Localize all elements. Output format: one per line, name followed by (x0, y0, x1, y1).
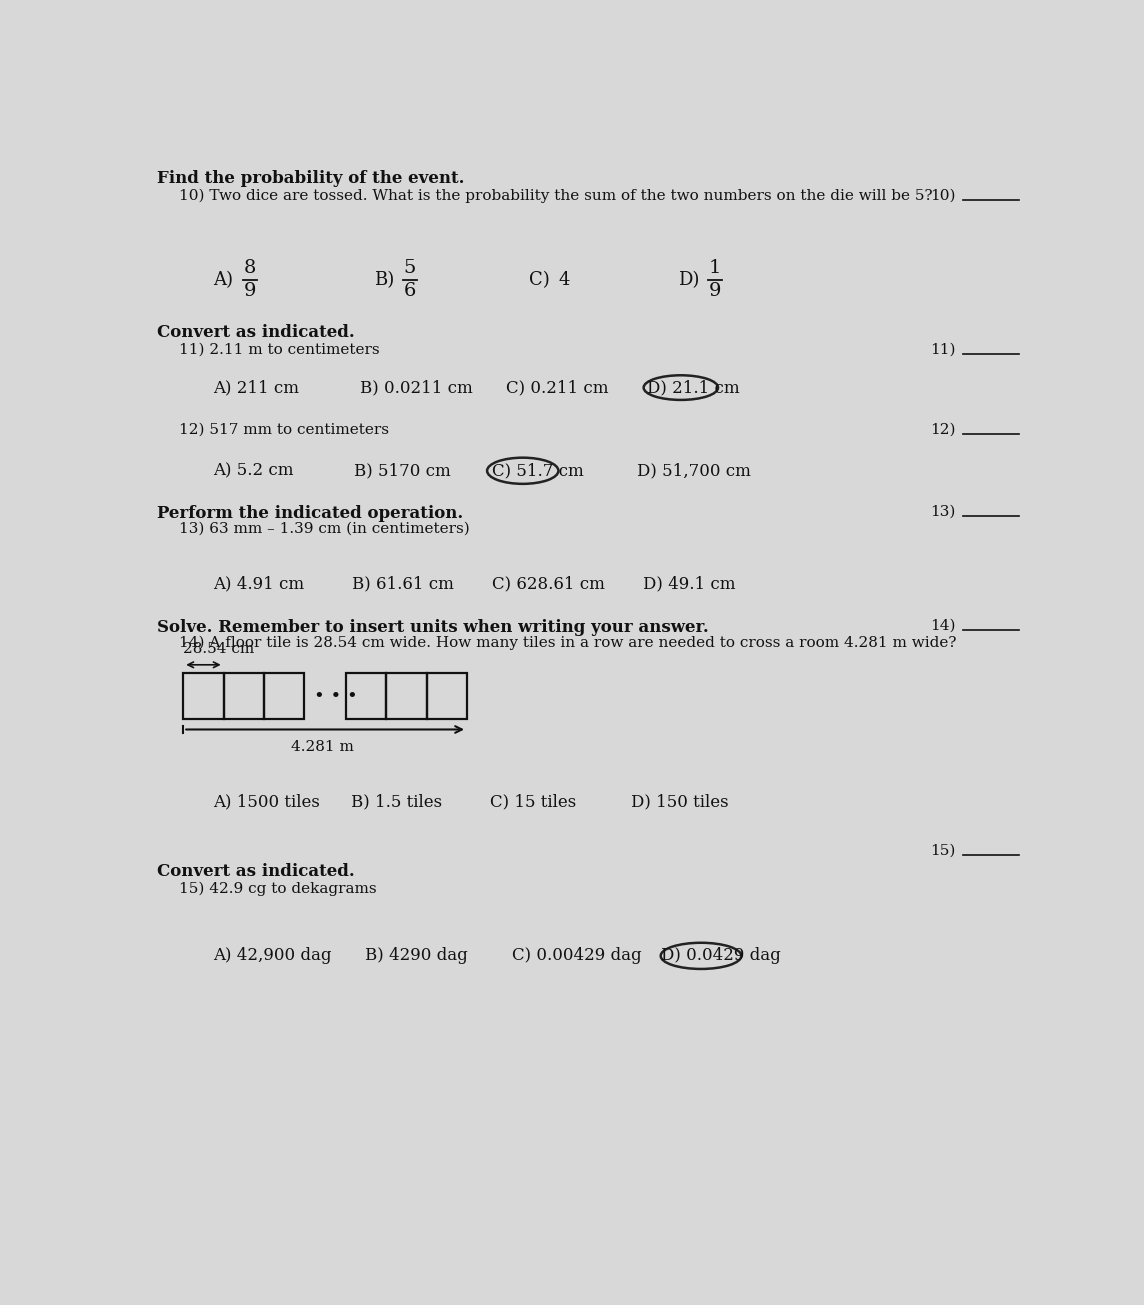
Bar (427, 672, 467, 719)
Text: 10): 10) (930, 189, 955, 204)
Text: C) 628.61 cm: C) 628.61 cm (492, 576, 605, 592)
Bar (183, 672, 223, 719)
Text: A) 1500 tiles: A) 1500 tiles (213, 793, 319, 810)
Text: 9: 9 (244, 282, 256, 300)
Text: B) 4290 dag: B) 4290 dag (365, 947, 468, 964)
Text: 11) 2.11 m to centimeters: 11) 2.11 m to centimeters (178, 343, 380, 358)
Text: 13) 63 mm – 1.39 cm (in centimeters): 13) 63 mm – 1.39 cm (in centimeters) (178, 522, 469, 535)
Text: 12): 12) (930, 423, 955, 436)
Text: Solve. Remember to insert units when writing your answer.: Solve. Remember to insert units when wri… (157, 619, 708, 636)
Text: 15): 15) (930, 843, 955, 857)
Text: • • •: • • • (313, 686, 357, 705)
Text: A) 211 cm: A) 211 cm (213, 378, 299, 397)
Text: D): D) (677, 271, 699, 288)
Text: D) 51,700 cm: D) 51,700 cm (637, 462, 752, 479)
Text: D) 21.1 cm: D) 21.1 cm (646, 378, 739, 397)
Text: C) 0.211 cm: C) 0.211 cm (506, 378, 609, 397)
Text: Find the probability of the event.: Find the probability of the event. (157, 171, 464, 188)
Text: B) 61.61 cm: B) 61.61 cm (352, 576, 454, 592)
Text: 13): 13) (930, 505, 955, 518)
Text: 11): 11) (930, 343, 955, 358)
Text: A) 5.2 cm: A) 5.2 cm (213, 462, 293, 479)
Text: 4: 4 (558, 271, 570, 288)
Text: 12) 517 mm to centimeters: 12) 517 mm to centimeters (178, 423, 389, 436)
Bar (264, 672, 304, 719)
Text: D) 49.1 cm: D) 49.1 cm (643, 576, 736, 592)
Text: 15) 42.9 cg to dekagrams: 15) 42.9 cg to dekagrams (178, 882, 376, 897)
Text: 8: 8 (244, 260, 256, 278)
Text: 4.281 m: 4.281 m (291, 740, 353, 754)
Text: C) 0.00429 dag: C) 0.00429 dag (511, 947, 642, 964)
Text: A): A) (213, 271, 232, 288)
Text: C) 51.7 cm: C) 51.7 cm (492, 462, 583, 479)
Bar (223, 672, 264, 719)
Text: C): C) (529, 271, 550, 288)
Text: C) 15 tiles: C) 15 tiles (490, 793, 577, 810)
Bar (387, 672, 427, 719)
Text: 28.54 cm: 28.54 cm (183, 642, 255, 655)
Text: Convert as indicated.: Convert as indicated. (157, 864, 355, 881)
Text: Perform the indicated operation.: Perform the indicated operation. (157, 505, 463, 522)
Text: 14) A floor tile is 28.54 cm wide. How many tiles in a row are needed to cross a: 14) A floor tile is 28.54 cm wide. How m… (178, 636, 956, 650)
Text: B) 1.5 tiles: B) 1.5 tiles (351, 793, 442, 810)
Text: 5: 5 (404, 260, 415, 278)
Bar (345, 672, 387, 719)
Text: A) 4.91 cm: A) 4.91 cm (213, 576, 304, 592)
Text: 14): 14) (930, 619, 955, 633)
Text: 9: 9 (708, 282, 721, 300)
Text: B) 5170 cm: B) 5170 cm (353, 462, 451, 479)
Text: 10) Two dice are tossed. What is the probability the sum of the two numbers on t: 10) Two dice are tossed. What is the pro… (178, 189, 932, 204)
Text: B) 0.0211 cm: B) 0.0211 cm (360, 378, 472, 397)
Text: Convert as indicated.: Convert as indicated. (157, 325, 355, 342)
Text: 1: 1 (709, 260, 721, 278)
Text: D) 150 tiles: D) 150 tiles (631, 793, 729, 810)
Text: D) 0.0429 dag: D) 0.0429 dag (661, 947, 780, 964)
Text: A) 42,900 dag: A) 42,900 dag (213, 947, 332, 964)
Text: B): B) (374, 271, 395, 288)
Text: 6: 6 (404, 282, 415, 300)
